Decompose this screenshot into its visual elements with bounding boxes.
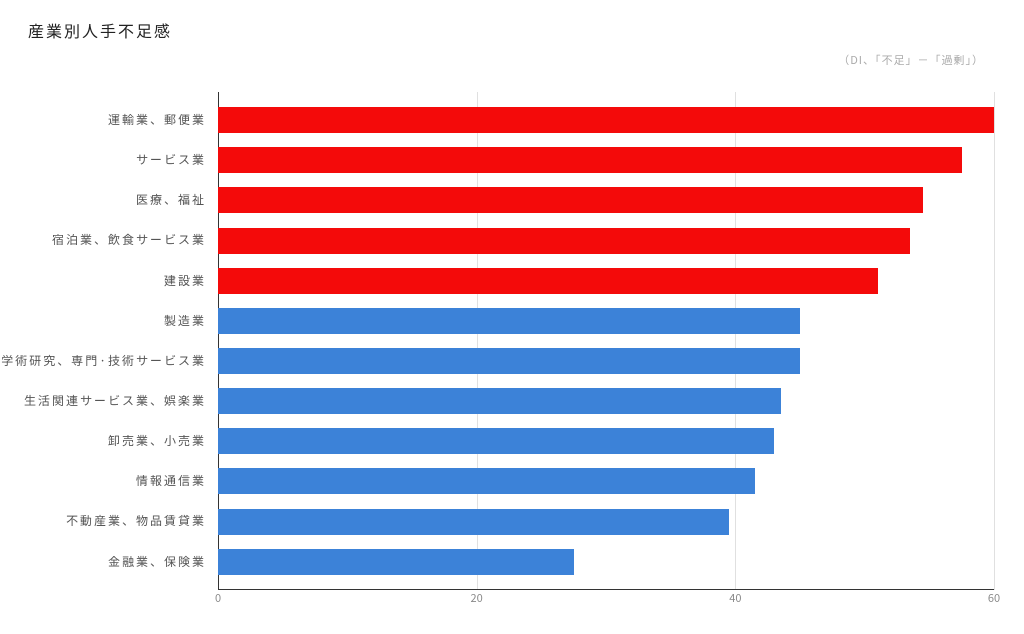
gridline [994,92,995,590]
y-axis-label: 医療、福祉 [0,186,210,214]
bar [218,388,781,414]
x-axis: 0204060 [218,590,994,610]
bar-row [218,106,994,134]
bar [218,228,910,254]
bar-row [218,387,994,415]
bar-row [218,427,994,455]
chart-title: 産業別人手不足感 [28,18,996,42]
plot-area [218,92,994,590]
y-axis-label: 不動産業、物品賃貸業 [0,508,210,536]
bar [218,187,923,213]
bar [218,549,574,575]
y-axis-labels: 運輸業、郵便業サービス業医療、福祉宿泊業、飲食サービス業建設業製造業学術研究、専… [0,92,210,590]
y-axis-label: 宿泊業、飲食サービス業 [0,227,210,255]
bar [218,348,800,374]
bar-row [218,307,994,335]
y-axis-label: サービス業 [0,146,210,174]
y-axis-label: 学術研究、専門·技術サービス業 [0,347,210,375]
y-axis-label: 運輸業、郵便業 [0,106,210,134]
bar [218,509,729,535]
y-axis-label: 建設業 [0,267,210,295]
bar-row [218,186,994,214]
bar-row [218,467,994,495]
bar-row [218,227,994,255]
bar [218,147,962,173]
bar [218,268,878,294]
y-axis-label: 製造業 [0,307,210,335]
bar [218,107,994,133]
bar-row [218,146,994,174]
bar-row [218,347,994,375]
bars [218,92,994,590]
y-axis-label: 生活関連サービス業、娯楽業 [0,387,210,415]
bar-row [218,508,994,536]
bar-row [218,548,994,576]
bar [218,468,755,494]
y-axis-label: 卸売業、小売業 [0,427,210,455]
chart-subtitle: （DI、「不足」－「過剰」） [838,52,984,68]
x-axis-tick: 60 [988,590,1000,606]
bar [218,428,774,454]
y-axis-label: 情報通信業 [0,467,210,495]
bar-row [218,267,994,295]
bar [218,308,800,334]
y-axis-label: 金融業、保険業 [0,548,210,576]
chart-container: 産業別人手不足感 （DI、「不足」－「過剰」） 運輸業、郵便業サービス業医療、福… [0,0,1024,634]
x-axis-tick: 40 [729,590,741,606]
x-axis-tick: 0 [215,590,221,606]
x-axis-tick: 20 [471,590,483,606]
